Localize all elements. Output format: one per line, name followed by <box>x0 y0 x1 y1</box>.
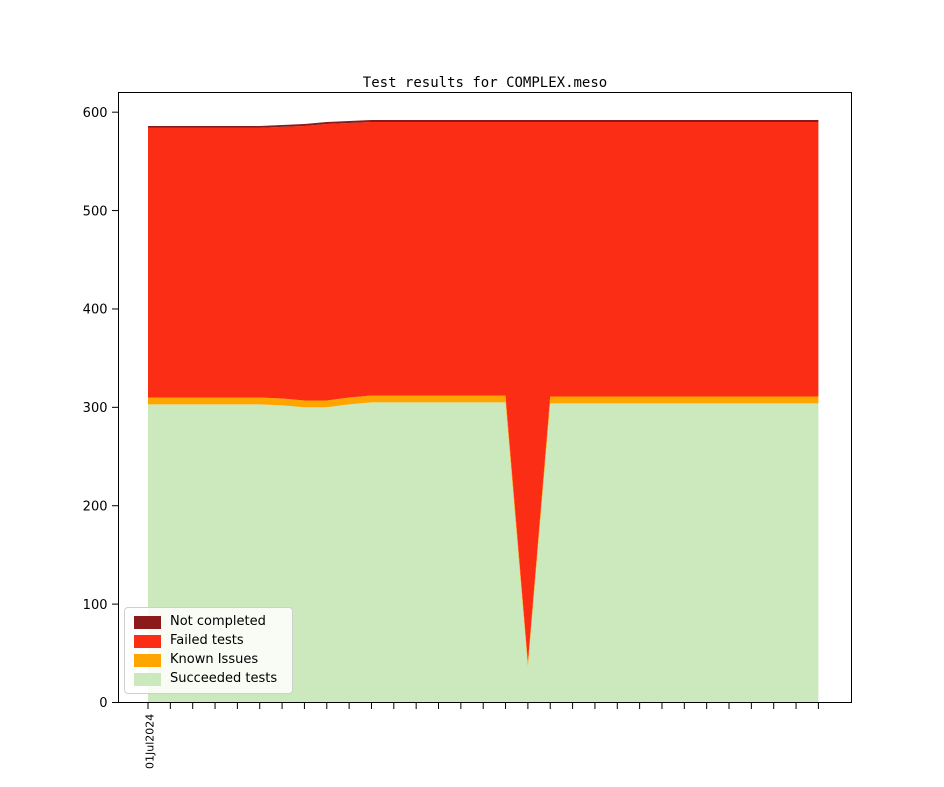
y-axis-ticks: 0 100 200 300 400 500 600 <box>83 106 119 711</box>
y-tick-label: 0 <box>99 696 107 711</box>
x-axis-date-label: 01Jul2024 <box>144 714 157 769</box>
y-tick-label: 400 <box>83 303 108 318</box>
legend-label-failed-tests: Failed tests <box>170 633 244 648</box>
legend-label-succeeded-tests: Succeeded tests <box>170 671 278 686</box>
chart-title: Test results for COMPLEX.meso <box>363 75 607 91</box>
legend-item-succeeded-tests: Succeeded tests <box>134 672 284 686</box>
plot-border <box>118 92 852 703</box>
legend-item-failed-tests: Failed tests <box>134 634 284 648</box>
y-tick-label: 600 <box>83 106 108 121</box>
legend-label-not-completed: Not completed <box>170 614 266 629</box>
y-tick-label: 200 <box>83 499 108 514</box>
y-tick-label: 300 <box>83 401 108 416</box>
legend-item-known-issues: Known Issues <box>134 653 284 667</box>
area-succeeded-tests <box>148 402 819 703</box>
stacked-areas <box>148 120 819 703</box>
legend-swatch-known-issues <box>134 653 161 667</box>
y-tick-label: 100 <box>83 598 108 613</box>
legend: Not completed Failed tests Known Issues … <box>124 607 293 694</box>
area-failed-tests <box>148 122 819 663</box>
legend-item-not-completed: Not completed <box>134 615 284 629</box>
legend-swatch-succeeded-tests <box>134 672 161 686</box>
legend-swatch-failed-tests <box>134 634 161 648</box>
area-not-completed <box>148 120 819 128</box>
y-tick-label: 500 <box>83 204 108 219</box>
legend-label-known-issues: Known Issues <box>170 652 259 667</box>
x-axis-ticks <box>147 702 819 709</box>
legend-swatch-not-completed <box>134 615 161 629</box>
